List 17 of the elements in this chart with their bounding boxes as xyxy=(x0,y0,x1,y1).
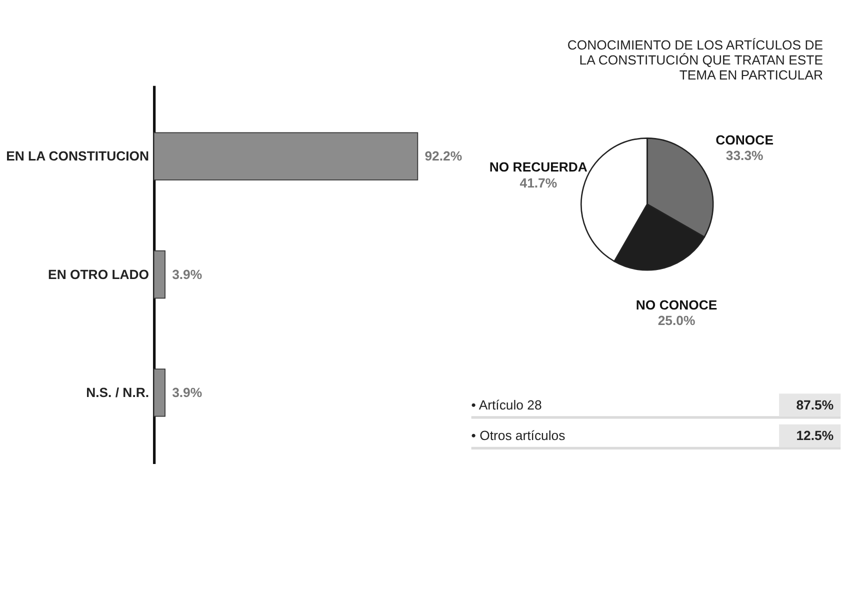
data-label: 33.3% xyxy=(726,148,764,164)
text: 87.5% xyxy=(796,397,834,412)
category-label: • Artículo 28 xyxy=(471,397,542,412)
data-label: 25.0% xyxy=(658,313,696,328)
slice-label: CONOCE xyxy=(716,132,774,148)
data-label: 41.7% xyxy=(520,175,558,190)
y-tick-label: EN LA CONSTITUCION xyxy=(6,148,150,164)
y-tick-label: N.S. / N.R. xyxy=(86,385,150,400)
data-label: 92.2% xyxy=(424,148,462,164)
category-label: • Otros artículos xyxy=(471,428,566,444)
slice-label: NO CONOCE xyxy=(636,297,718,312)
chart-title: CONOCIMIENTO DE LOS ARTÍCULOS DE LA CONSTITUCIÓN QUE TRATAN ESTE TEMA EN PARTICULAR xyxy=(567,37,824,82)
slice-label: NO RECUERDA xyxy=(489,160,588,175)
data-label: 3.9% xyxy=(172,385,202,400)
y-tick-label: EN OTRO LADO xyxy=(48,266,150,282)
data-label: 3.9% xyxy=(172,266,202,282)
text: 12.5% xyxy=(796,428,834,444)
